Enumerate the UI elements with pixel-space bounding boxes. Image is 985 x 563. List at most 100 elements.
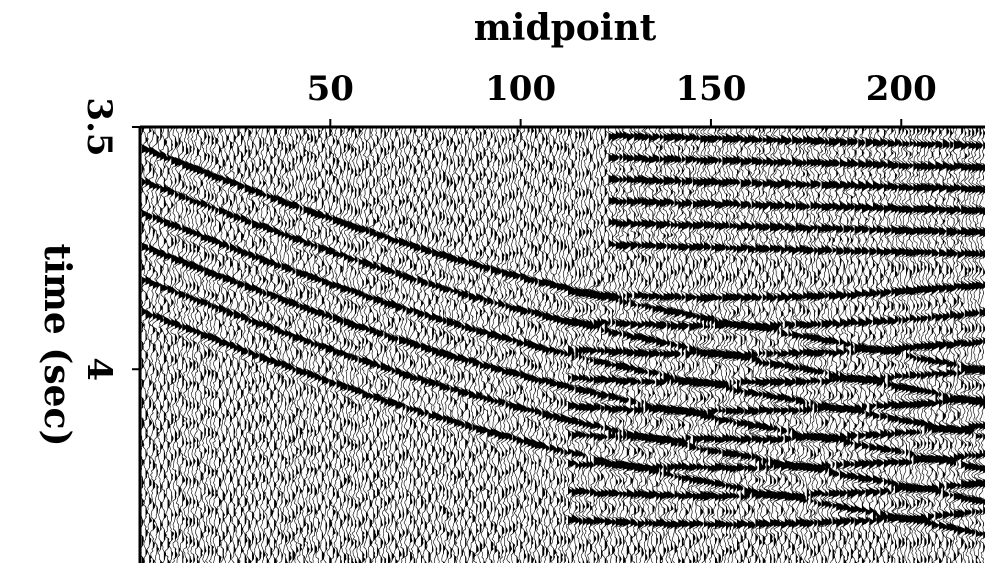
seismic-trace <box>291 127 304 563</box>
seismic-fill <box>310 127 318 563</box>
seismic-fill <box>421 127 428 563</box>
seismic-trace <box>866 127 882 563</box>
seismic-fill <box>222 127 230 563</box>
seismic-fill <box>325 127 333 563</box>
seismic-trace <box>797 127 816 563</box>
y-tick-label: 4 <box>79 357 119 381</box>
seismic-fill <box>255 127 263 563</box>
seismic-trace <box>199 127 211 563</box>
seismic-fill <box>876 127 886 563</box>
seismic-fill <box>928 127 941 563</box>
seismic-fill <box>887 127 898 563</box>
seismic-trace <box>793 127 811 563</box>
seismic-trace <box>243 127 256 563</box>
seismic-fill <box>718 127 727 563</box>
seismic-trace <box>885 127 902 563</box>
seismic-trace <box>749 127 766 563</box>
seismic-trace <box>452 127 465 563</box>
seismic-trace <box>481 127 494 563</box>
seismic-fill <box>850 127 864 563</box>
seismic-fill <box>571 127 582 563</box>
seismic-fill <box>590 127 601 563</box>
seismic-trace <box>441 127 454 563</box>
seismic-fill <box>612 127 621 563</box>
seismic-trace <box>686 127 705 563</box>
seismic-fill <box>828 127 838 563</box>
seismic-trace <box>639 127 657 563</box>
seismic-trace <box>169 127 182 563</box>
seismic-fill <box>200 127 208 563</box>
seismic-trace <box>174 127 186 563</box>
seismic-trace <box>398 127 411 563</box>
seismic-trace <box>254 127 268 563</box>
seismic-trace <box>474 127 488 563</box>
seismic-trace <box>394 127 407 563</box>
seismic-fill <box>883 127 896 563</box>
seismic-fill <box>917 127 928 563</box>
seismic-trace <box>660 127 679 563</box>
seismic-fill <box>975 127 985 563</box>
seismic-trace <box>339 127 352 563</box>
seismic-fill <box>343 127 352 563</box>
seismic-fill <box>733 127 745 563</box>
seismic-trace <box>192 127 204 563</box>
seismic-trace <box>710 127 725 563</box>
seismic-fill <box>582 127 595 563</box>
seismic-fill <box>523 127 530 563</box>
seismic-trace <box>302 127 316 563</box>
seismic-fill <box>241 127 248 563</box>
seismic-trace <box>815 127 834 563</box>
seismic-trace <box>599 127 614 563</box>
seismic-trace <box>852 127 872 563</box>
seismic-trace <box>819 127 836 563</box>
seismic-fill <box>575 127 586 563</box>
seismic-fill <box>274 127 281 563</box>
x-tick-label: 200 <box>866 69 937 109</box>
seismic-trace <box>427 127 440 563</box>
seismic-trace <box>438 127 451 563</box>
seismic-fill <box>861 127 872 563</box>
seismic-fill <box>387 127 396 563</box>
seismic-trace <box>472 127 484 563</box>
seismic-fill <box>373 127 381 563</box>
seismic-trace <box>653 127 670 563</box>
seismic-fill <box>953 127 965 563</box>
seismic-trace <box>144 127 158 563</box>
seismic-trace <box>478 127 491 563</box>
seismic-trace <box>346 127 359 563</box>
seismic-trace <box>716 127 735 563</box>
seismic-trace <box>515 127 528 563</box>
seismic-trace <box>299 127 311 563</box>
seismic-trace <box>778 127 797 563</box>
seismic-fill <box>483 127 491 563</box>
seismic-trace <box>508 127 521 563</box>
seismic-trace <box>549 127 561 563</box>
seismic-trace <box>382 127 396 563</box>
seismic-trace <box>892 127 910 563</box>
seismic-trace <box>364 127 377 563</box>
seismic-trace <box>387 127 400 563</box>
seismic-trace <box>609 127 628 563</box>
seismic-fill <box>836 127 848 563</box>
seismic-trace <box>545 127 558 563</box>
seismic-trace <box>317 127 330 563</box>
seismic-fill <box>858 127 871 563</box>
seismic-trace <box>258 127 271 563</box>
seismic-trace <box>720 127 739 563</box>
seismic-fill <box>604 127 613 563</box>
seismic-trace <box>726 127 745 563</box>
seismic-trace <box>324 127 337 563</box>
seismic-fill <box>152 127 161 563</box>
seismic-trace <box>723 127 742 563</box>
seismic-trace <box>763 127 782 563</box>
seismic-trace <box>390 127 403 563</box>
seismic-trace <box>841 127 859 563</box>
seismic-trace <box>712 127 728 563</box>
seismic-fill <box>167 127 175 563</box>
seismic-fill <box>340 127 348 563</box>
seismic-trace <box>830 127 849 563</box>
seismic-fill <box>597 127 607 563</box>
seismic-fill <box>446 127 454 563</box>
seismic-fill <box>854 127 864 563</box>
